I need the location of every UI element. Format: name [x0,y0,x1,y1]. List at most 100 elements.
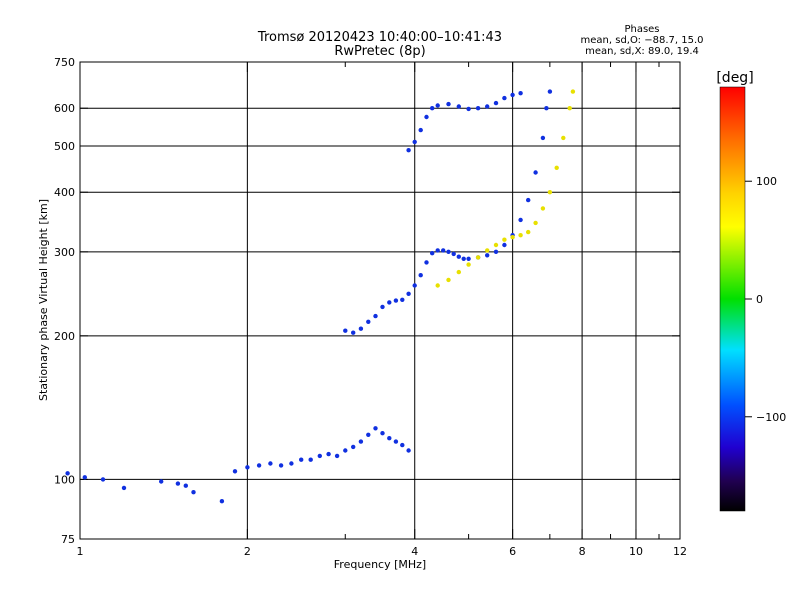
data-point [121,485,127,491]
data-point [418,127,423,133]
data-point [451,251,456,257]
data-point [502,237,507,242]
data-point [493,242,499,248]
data-point [317,453,322,459]
data-point [412,283,417,288]
phases-o-mode: mean, sd,O: −88.7, 15.0 [581,35,704,46]
data-point [493,249,499,254]
data-point [485,104,490,109]
data-point [446,101,451,107]
x-tick-label: 12 [673,545,687,558]
y-tick-label: 600 [54,102,75,115]
data-point [502,242,507,248]
data-point [373,313,378,319]
x-tick-label: 10 [629,545,643,558]
data-point [393,439,399,444]
data-point [326,451,331,457]
data-point [366,319,371,324]
data-point [466,262,471,267]
y-tick-label: 400 [54,186,75,199]
data-point [430,106,435,111]
x-axis: 1 2 4 6 8 10 12 [77,62,687,558]
data-point [406,448,411,453]
data-point [400,297,405,302]
data-point [435,248,440,253]
data-point [219,499,225,504]
y-tick-label: 500 [54,140,75,153]
data-point [446,249,451,254]
data-point [343,328,348,333]
data-point [358,439,364,444]
colorbar-ticks: 100 0 −100 [745,175,786,424]
data-point [380,431,385,436]
y-axis-label: Stationary phase Virtual Height [km] [37,199,50,401]
data-point [554,165,559,170]
data-point [570,89,576,94]
data-point [518,233,523,238]
data-points [65,89,576,504]
data-point [567,106,572,111]
data-point [461,256,466,261]
data-point [308,457,313,462]
data-point [502,95,507,101]
plot-frame [79,61,681,540]
colorbar [719,86,746,512]
data-point [544,106,549,111]
y-tick-label: 100 [54,473,75,486]
data-point [400,442,405,448]
data-point [540,135,546,141]
x-tick-label: 4 [411,545,418,558]
data-point [100,477,106,482]
data-point [510,235,515,240]
data-point [418,273,423,278]
data-point [441,248,446,253]
data-point [183,483,188,488]
y-tick-label: 750 [54,56,75,69]
data-point [518,217,523,223]
grid-lines [80,62,680,539]
data-point [493,100,499,106]
colorbar-tick-label: −100 [756,411,786,424]
data-point [278,463,284,468]
data-point [387,300,392,305]
data-point [485,248,490,253]
data-point [518,91,523,96]
data-point [406,291,411,296]
colorbar-label: [deg] [716,70,753,86]
colorbar-tick-label: 0 [756,293,763,306]
data-point [430,251,435,256]
data-point [446,277,451,283]
data-point [191,490,196,495]
data-point [424,260,429,265]
data-point [82,475,88,480]
data-point [334,453,340,459]
x-tick-label: 8 [579,545,586,558]
data-point [547,190,553,195]
data-point [526,229,531,235]
y-axis: 75 100 200 300 400 500 600 750 [54,56,680,546]
data-point [232,469,238,474]
x-tick-label: 6 [509,545,516,558]
data-point [65,471,70,476]
data-point [435,283,440,288]
x-tick-label: 1 [77,545,84,558]
data-point [366,432,371,437]
data-point [412,139,417,145]
data-point [351,444,356,450]
data-point [406,148,411,153]
data-point [289,461,294,466]
phases-title: Phases [624,24,659,35]
data-point [466,256,471,261]
data-point [256,463,262,468]
data-point [380,304,385,310]
chart-title: Tromsø 20120423 10:40:00–10:41:43 [257,30,502,45]
data-point [343,448,348,453]
y-tick-label: 75 [61,533,75,546]
chart-subtitle: RwPretec (8p) [334,44,425,59]
data-point [268,461,273,466]
data-point [245,465,250,470]
data-point [373,426,378,431]
data-point [561,135,566,141]
